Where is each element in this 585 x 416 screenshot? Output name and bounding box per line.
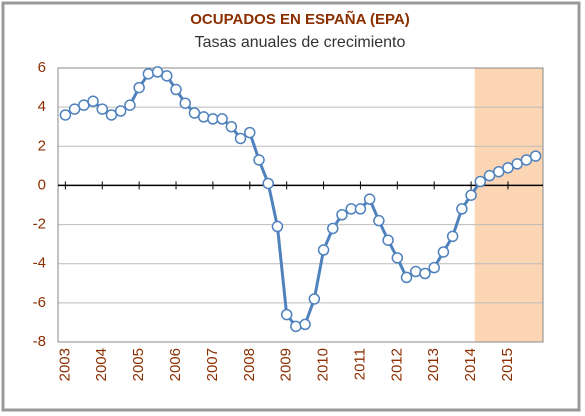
data-point [87, 95, 99, 108]
data-point [456, 203, 468, 215]
x-tick-label: 2004 [93, 348, 110, 381]
chart-title: OCUPADOS EN ESPAÑA (EPA) [190, 10, 409, 28]
data-point [299, 318, 311, 331]
data-point [446, 230, 459, 243]
data-point [382, 234, 394, 246]
data-point [419, 267, 431, 280]
data-point [59, 109, 72, 121]
data-point [529, 150, 542, 162]
x-tick-label: 2012 [388, 348, 405, 381]
data-point [437, 246, 450, 258]
data-point [161, 70, 173, 82]
data-point [225, 120, 238, 133]
plot-border [57, 67, 544, 343]
x-tick-label: 2010 [315, 348, 332, 381]
y-tick-label: 4 [38, 98, 46, 115]
data-point [400, 271, 413, 284]
y-tick-label: -8 [33, 333, 46, 350]
data-point [336, 209, 348, 221]
x-tick-label: 2011 [351, 348, 368, 380]
data-point [188, 107, 201, 119]
x-tick-label: 2005 [130, 348, 147, 381]
data-point [271, 220, 284, 233]
data-point [502, 162, 514, 174]
data-point [197, 111, 210, 123]
data-point [327, 222, 339, 235]
x-tick-label: 2008 [241, 348, 258, 381]
data-point [68, 103, 81, 115]
x-tick-label: 2015 [499, 348, 516, 381]
data-point [428, 261, 440, 274]
data-point [179, 97, 191, 109]
data-point [133, 81, 145, 94]
data-point [492, 165, 505, 178]
data-point [511, 158, 523, 170]
data-point [170, 83, 182, 96]
data-point [96, 103, 109, 115]
y-tick-label: 0 [38, 176, 46, 193]
chart-subtitle: Tasas anuales de crecimiento [195, 34, 406, 51]
data-point [373, 214, 385, 227]
data-point [280, 308, 293, 321]
y-tick-label: -6 [33, 294, 46, 311]
data-point [474, 175, 487, 188]
data-point [253, 154, 265, 166]
x-tick-label: 2007 [204, 348, 221, 381]
data-point [354, 203, 367, 215]
y-tick-label: 6 [38, 59, 46, 76]
data-point [151, 66, 164, 78]
data-point [142, 68, 155, 80]
data-point [308, 293, 321, 305]
data-point [410, 265, 422, 278]
x-tick-label: 2013 [425, 348, 442, 381]
y-tick-label: 2 [38, 137, 46, 154]
data-point [317, 244, 330, 256]
data-point [520, 154, 533, 166]
data-point [465, 189, 477, 201]
x-tick-label: 2009 [278, 348, 295, 381]
data-point [483, 169, 496, 182]
x-tick-label: 2014 [462, 348, 479, 381]
y-tick-label: -4 [33, 255, 46, 272]
x-tick-label: 2006 [167, 348, 184, 381]
shaded-region [474, 68, 543, 342]
data-point [391, 252, 404, 264]
data-point [124, 99, 136, 111]
data-point [363, 193, 376, 205]
data-point [244, 126, 256, 139]
data-point [216, 113, 228, 125]
data-point [234, 132, 247, 145]
y-tick-label: -2 [33, 216, 46, 233]
data-point [105, 109, 118, 121]
data-point [114, 105, 127, 117]
data-point [262, 177, 274, 190]
x-tick-label: 2003 [56, 348, 73, 381]
data-point [290, 320, 302, 333]
data-point [78, 99, 90, 111]
